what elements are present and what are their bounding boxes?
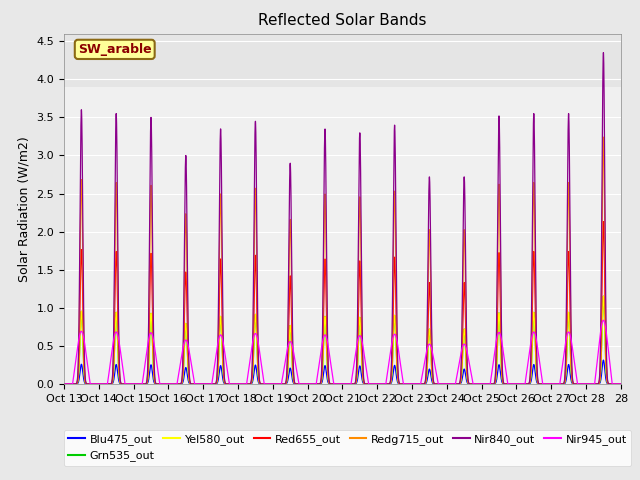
Line: Nir840_out: Nir840_out — [64, 53, 621, 384]
Yel580_out — [617, 381, 625, 387]
Red655_out — [393, 347, 401, 352]
Red655_out — [175, 381, 183, 387]
Red655_out — [600, 219, 607, 225]
Grn535_out — [60, 381, 68, 387]
Yel580_out — [537, 381, 545, 387]
Nir840_out — [363, 381, 371, 387]
Yel580_out — [523, 381, 531, 387]
Nir945_out — [600, 317, 607, 323]
Redg715_out — [617, 381, 625, 387]
Redg715_out — [363, 381, 371, 387]
Blu475_out — [495, 362, 503, 368]
Nir945_out — [363, 371, 371, 376]
Nir945_out — [495, 329, 503, 335]
Nir945_out — [617, 381, 625, 387]
Nir840_out — [523, 381, 531, 387]
Nir840_out — [495, 114, 503, 120]
Nir945_out — [175, 367, 183, 372]
Grn535_out — [523, 381, 531, 387]
Line: Nir945_out: Nir945_out — [64, 320, 621, 384]
Blu475_out — [60, 381, 68, 387]
Nir945_out — [523, 372, 531, 377]
Grn535_out — [537, 381, 545, 387]
Nir945_out — [393, 337, 401, 343]
Blu475_out — [393, 376, 401, 382]
Yel580_out — [495, 310, 503, 316]
Yel580_out — [60, 381, 68, 387]
Redg715_out — [495, 182, 503, 188]
Yel580_out — [175, 381, 183, 387]
Grn535_out — [393, 362, 401, 368]
Grn535_out — [600, 293, 607, 299]
Grn535_out — [175, 381, 183, 387]
Yel580_out — [363, 381, 371, 387]
Blu475_out — [617, 381, 625, 387]
Nir840_out — [600, 50, 607, 56]
Red655_out — [523, 381, 531, 387]
Blu475_out — [175, 381, 183, 387]
Line: Blu475_out: Blu475_out — [64, 360, 621, 384]
Line: Redg715_out: Redg715_out — [64, 137, 621, 384]
Nir840_out — [393, 311, 401, 316]
Blu475_out — [600, 357, 607, 363]
Blu475_out — [363, 381, 371, 387]
Red655_out — [617, 381, 625, 387]
Redg715_out — [393, 329, 401, 335]
Redg715_out — [537, 381, 545, 387]
Grn535_out — [495, 310, 503, 316]
Redg715_out — [175, 381, 183, 387]
Nir840_out — [617, 381, 625, 387]
Redg715_out — [523, 381, 531, 387]
Red655_out — [363, 381, 371, 387]
Red655_out — [537, 381, 545, 387]
Nir840_out — [175, 381, 183, 387]
Bar — [64, 34, 621, 87]
Redg715_out — [600, 134, 607, 140]
Red655_out — [495, 250, 503, 256]
Line: Red655_out: Red655_out — [64, 222, 621, 384]
Legend: Blu475_out, Grn535_out, Yel580_out, Red655_out, Redg715_out, Nir840_out, Nir945_: Blu475_out, Grn535_out, Yel580_out, Red6… — [64, 430, 631, 466]
Nir945_out — [537, 369, 545, 374]
Grn535_out — [617, 381, 625, 387]
Line: Yel580_out: Yel580_out — [64, 296, 621, 384]
Nir945_out — [60, 381, 68, 387]
Redg715_out — [60, 381, 68, 387]
Y-axis label: Solar Radiation (W/m2): Solar Radiation (W/m2) — [18, 136, 31, 282]
Blu475_out — [537, 381, 545, 387]
Red655_out — [60, 381, 68, 387]
Yel580_out — [393, 362, 401, 368]
Line: Grn535_out: Grn535_out — [64, 296, 621, 384]
Blu475_out — [523, 381, 531, 387]
Nir840_out — [537, 381, 545, 387]
Title: Reflected Solar Bands: Reflected Solar Bands — [258, 13, 427, 28]
Yel580_out — [600, 293, 607, 299]
Grn535_out — [363, 381, 371, 387]
Nir840_out — [60, 381, 68, 387]
Text: SW_arable: SW_arable — [78, 43, 152, 56]
